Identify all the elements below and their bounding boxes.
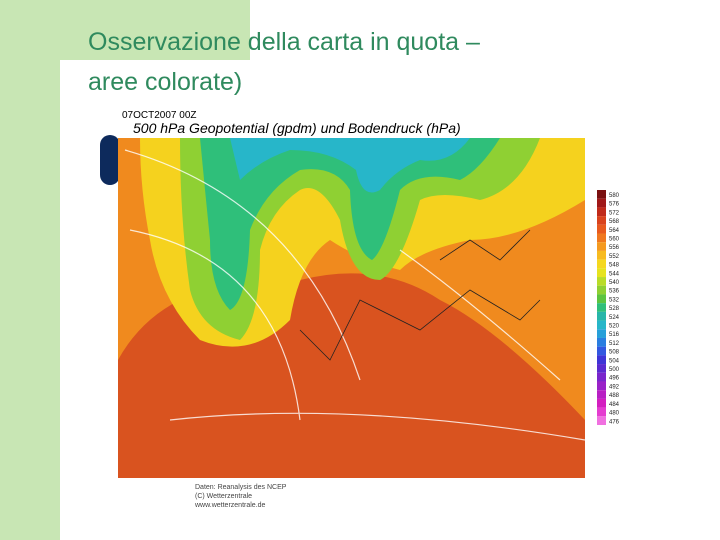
map-credit: Daten: Reanalysis des NCEP	[195, 484, 287, 491]
side-band	[0, 0, 60, 540]
legend-swatch	[597, 407, 606, 417]
legend-label: 560	[609, 236, 620, 242]
legend-label: 548	[609, 263, 620, 269]
map-date: 07OCT2007 00Z	[122, 110, 197, 121]
legend-label: 520	[609, 324, 620, 330]
isobar	[124, 149, 586, 441]
legend-label: 512	[609, 341, 620, 347]
legend-label: 496	[609, 376, 620, 382]
legend-swatch	[597, 242, 606, 251]
legend-swatch	[597, 259, 606, 269]
legend-swatch	[597, 329, 606, 338]
legend-label: 484	[609, 402, 620, 408]
legend-label: 568	[609, 219, 620, 225]
legend-label: 504	[609, 358, 620, 364]
legend-swatch	[597, 268, 606, 278]
legend-swatch	[597, 285, 606, 295]
legend-label: 476	[609, 419, 620, 425]
top-band	[0, 0, 250, 60]
legend-label: 572	[609, 210, 620, 216]
legend-label: 524	[609, 315, 620, 321]
legend-label: 508	[609, 350, 620, 356]
map-band	[230, 138, 470, 193]
legend-label: 536	[609, 289, 620, 295]
slide-title: Osservazione della carta in quota –	[88, 28, 480, 56]
legend-swatch	[597, 364, 606, 373]
legend-swatch	[597, 320, 606, 330]
legend-swatch	[597, 233, 606, 243]
legend-label: 480	[609, 411, 620, 417]
legend: 580 576 572 568 564 560 556 552 548 544 540 536 532 5…	[597, 190, 620, 425]
weather-map	[118, 138, 586, 478]
legend-swatch	[597, 311, 606, 321]
legend-label: 488	[609, 393, 620, 399]
legend-label: 552	[609, 254, 620, 260]
slide-title: aree colorate)	[88, 68, 243, 96]
legend-label: 580	[609, 193, 620, 199]
map-header: 500 hPa Geopotential (gpdm) und Bodendru…	[133, 120, 461, 136]
legend-swatch	[597, 190, 606, 199]
legend-label: 516	[609, 332, 620, 338]
legend-label: 556	[609, 245, 620, 251]
legend-swatch	[597, 346, 606, 356]
map-band	[200, 138, 500, 310]
legend-label: 492	[609, 384, 620, 390]
accent-pill	[100, 135, 120, 185]
legend-swatch	[597, 294, 606, 304]
legend-label: 544	[609, 271, 620, 277]
legend-swatch	[597, 337, 606, 347]
legend-label: 564	[609, 228, 620, 234]
coastline	[299, 229, 541, 361]
map-credit: www.wetterzentrale.de	[194, 502, 266, 509]
legend-swatch	[597, 355, 606, 365]
legend-swatch	[597, 224, 606, 234]
legend-swatch	[597, 372, 606, 382]
legend-swatch	[597, 303, 606, 312]
legend-swatch	[597, 250, 606, 260]
legend-label: 540	[609, 280, 620, 286]
legend-swatch	[597, 381, 606, 391]
legend-swatch	[597, 390, 606, 399]
legend-swatch	[597, 416, 606, 425]
legend-swatch	[597, 216, 606, 225]
legend-label: 576	[609, 202, 620, 208]
map-credit: (C) Wetterzentrale	[195, 493, 252, 500]
legend-label: 528	[609, 306, 620, 312]
legend-swatch	[597, 277, 606, 286]
legend-label: 500	[609, 367, 620, 373]
legend-swatch	[597, 398, 606, 408]
legend-label: 532	[609, 297, 620, 303]
legend-swatch	[597, 207, 606, 217]
legend-swatch	[597, 198, 606, 208]
